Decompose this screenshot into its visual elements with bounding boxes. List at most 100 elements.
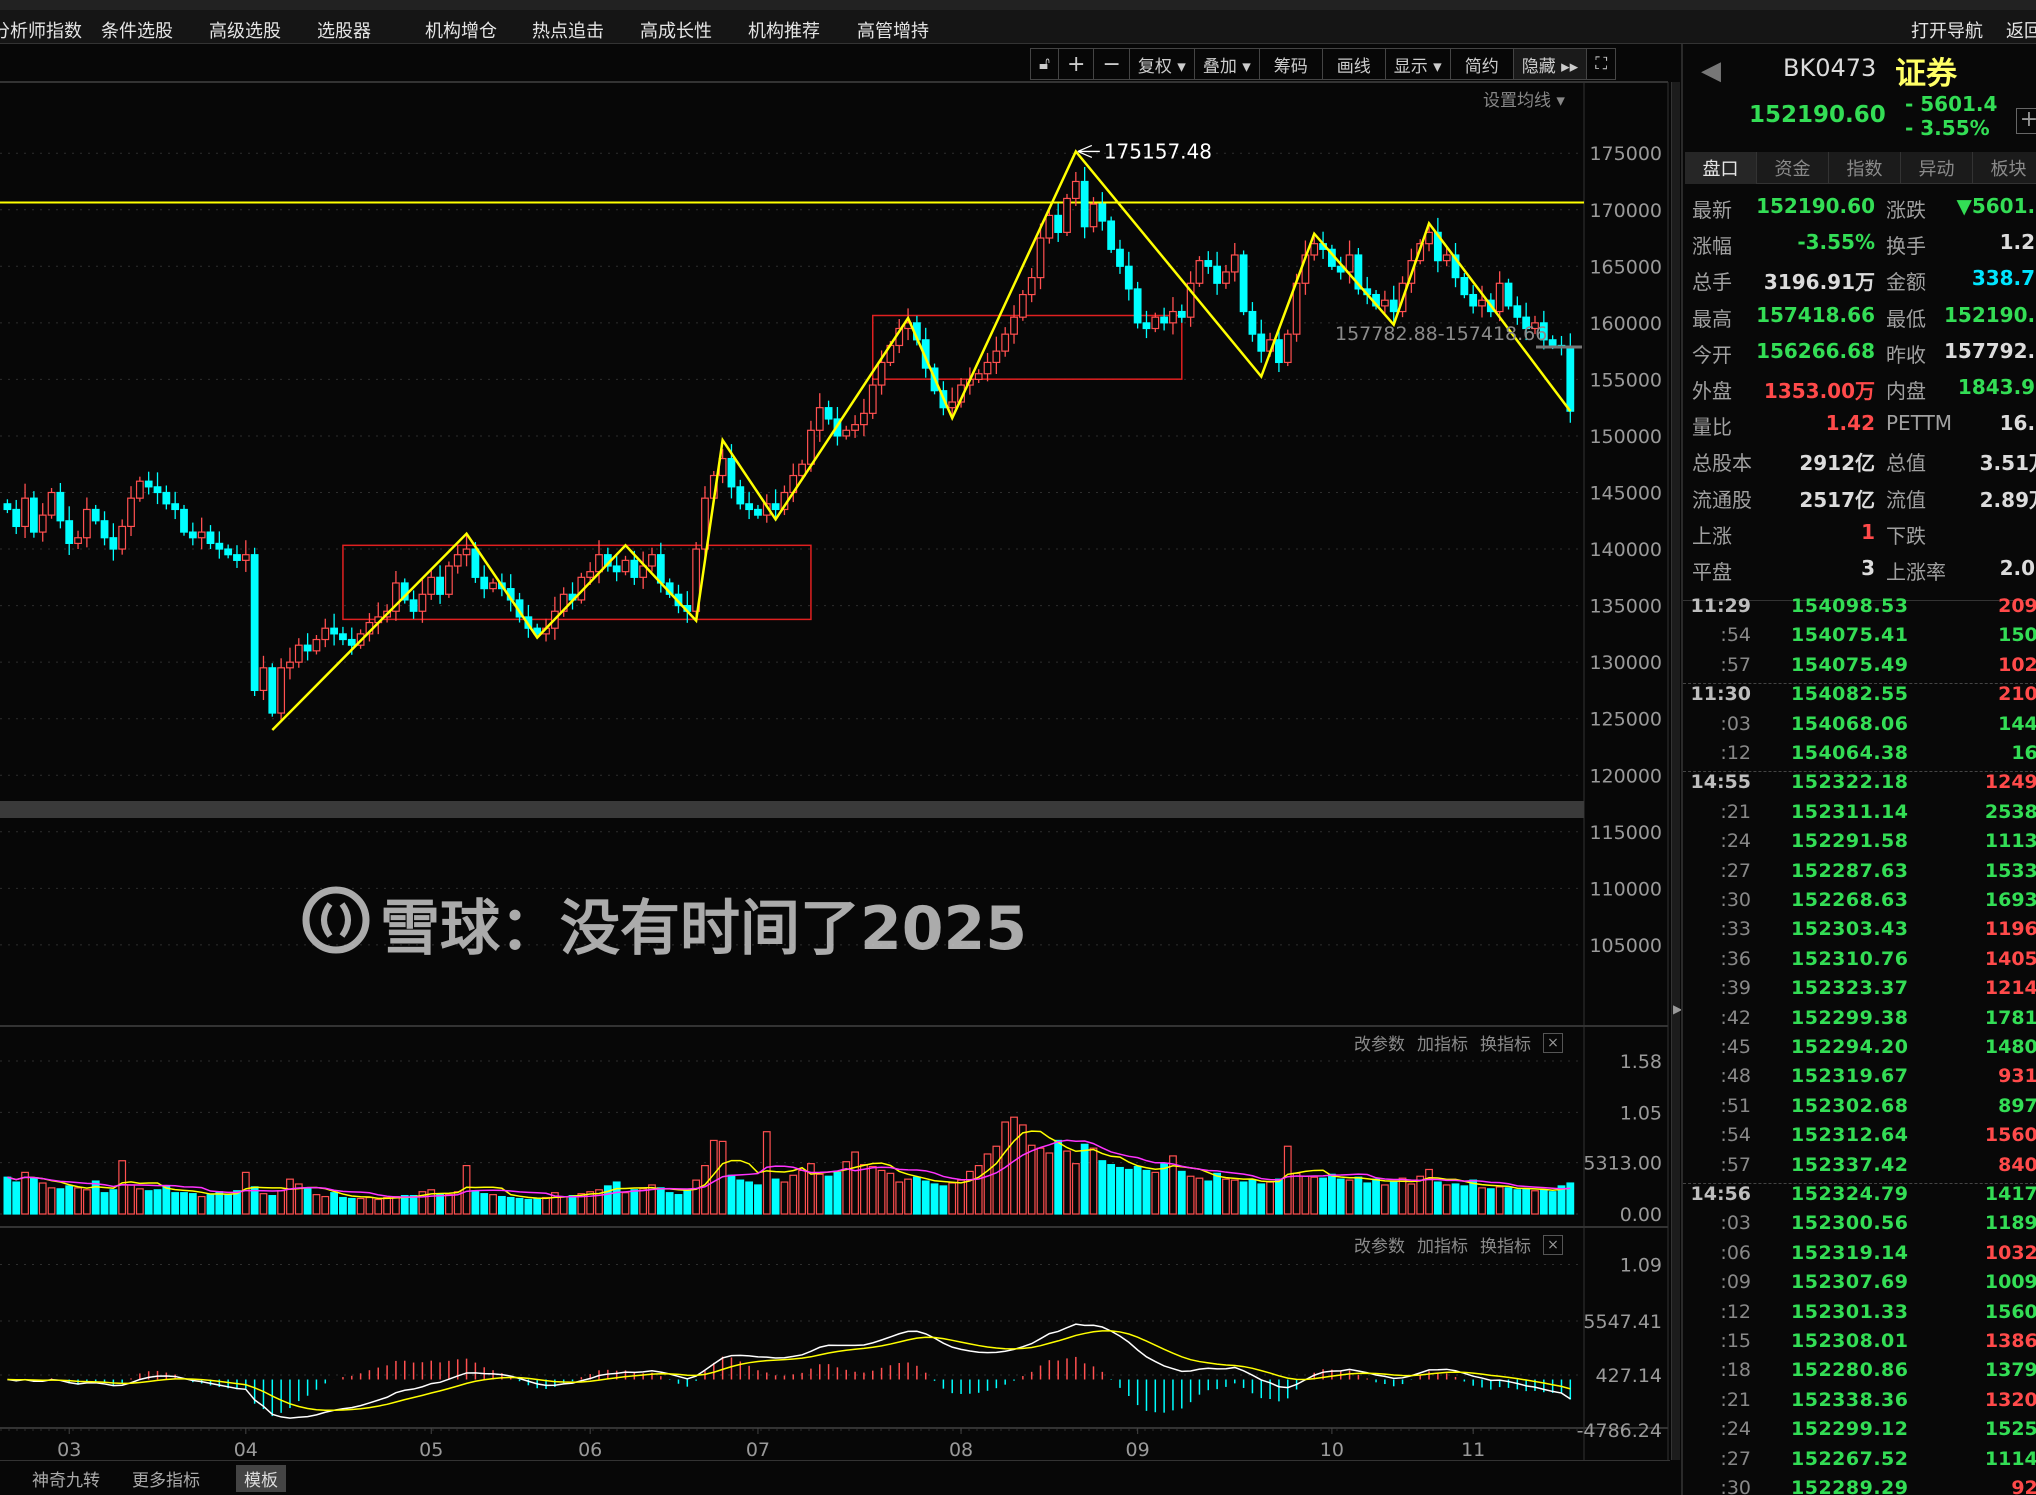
display-button[interactable]: 显示 ▾ — [1386, 49, 1451, 79]
volume-bar — [1522, 1188, 1531, 1215]
candle — [1460, 277, 1469, 296]
stat-label: 最高 — [1692, 306, 1732, 331]
tab-sector[interactable]: 板块 — [1973, 152, 2036, 184]
volume-bar — [630, 1189, 639, 1215]
candle — [842, 429, 851, 437]
volume-bar — [471, 1190, 480, 1215]
candle — [409, 599, 418, 612]
close-indicator-button[interactable]: × — [1543, 1234, 1563, 1255]
stat-value: 156266.68 — [1756, 338, 1875, 363]
tab-more-indicators[interactable]: 更多指标 — [132, 1471, 200, 1491]
switch-indicator-button[interactable]: 换指标 — [1480, 1035, 1531, 1055]
add-indicator-button[interactable]: 加指标 — [1417, 1035, 1468, 1055]
switch-indicator-button[interactable]: 换指标 — [1480, 1237, 1531, 1257]
chips-button[interactable]: 筹码 — [1260, 49, 1323, 79]
tab-capital[interactable]: 资金 — [1757, 152, 1829, 184]
menu-condition-screen[interactable]: 条件选股 — [101, 21, 173, 42]
volume-bar — [1407, 1183, 1416, 1215]
volume-bar — [1398, 1177, 1407, 1215]
volume-bar — [1416, 1175, 1425, 1215]
x-tick-label: 08 — [949, 1439, 973, 1461]
back-link[interactable]: 返回 — [2006, 21, 2036, 42]
draw-line-button[interactable]: 画线 — [1323, 49, 1386, 79]
edit-params-button[interactable]: 改参数 — [1354, 1237, 1405, 1257]
tab-template[interactable]: 模板 — [236, 1465, 286, 1492]
volume-bar — [789, 1174, 798, 1215]
close-indicator-button[interactable]: × — [1543, 1032, 1563, 1053]
volume-bar — [206, 1194, 215, 1215]
chart-toolbar: 🔓︎ + − 复权 ▾ 叠加 ▾ 筹码 画线 显示 ▾ 简约 隐藏 ▸▸ ⛶ — [1030, 48, 1617, 80]
tick-time: :24 — [1720, 1418, 1751, 1441]
adjust-rights-button[interactable]: 复权 ▾ — [1130, 49, 1195, 79]
menu-advanced-screen[interactable]: 高级选股 — [209, 21, 281, 42]
panel-splitter[interactable]: ▶ — [1671, 82, 1682, 1460]
candle — [241, 554, 250, 561]
overlay-button[interactable]: 叠加 ▾ — [1195, 49, 1260, 79]
stat-label: 涨跌 — [1886, 198, 1926, 222]
tick-price: 152338.36 — [1791, 1388, 1909, 1411]
add-indicator-button[interactable]: 加指标 — [1417, 1237, 1468, 1257]
candle — [171, 503, 180, 511]
tick-price: 152268.63 — [1791, 889, 1909, 911]
zoom-in-button[interactable]: + — [1059, 49, 1095, 79]
menu-analyst-index[interactable]: 分析师指数 — [0, 21, 82, 42]
menu-hotspot[interactable]: 热点追击 — [532, 21, 604, 42]
tick-price: 152302.68 — [1791, 1094, 1909, 1117]
tick-row: :33 152303.43 11965 — [1683, 918, 2036, 947]
lock-button[interactable]: 🔓︎ — [1031, 49, 1060, 79]
tab-order-book[interactable]: 盘口 — [1685, 152, 1757, 184]
tick-row: :12 152301.33 15608 — [1683, 1301, 2036, 1330]
hide-button[interactable]: 隐藏 ▸▸ — [1513, 49, 1588, 79]
candle — [453, 554, 462, 567]
stat-value: 1353.00万 — [1763, 379, 1875, 403]
tick-price: 152324.79 — [1791, 1183, 1909, 1205]
menu-institution-increase[interactable]: 机构增仓 — [425, 21, 497, 42]
menu-executive-increase[interactable]: 高管增持 — [857, 21, 929, 42]
stat-label: 外盘 — [1692, 379, 1732, 403]
top-menu-bar: 分析师指数 条件选股 高级选股 选股器 机构增仓 热点追击 高成长性 机构推荐 … — [0, 10, 2036, 44]
candle — [1425, 231, 1433, 245]
volume-bar — [418, 1191, 427, 1215]
tab-anomaly[interactable]: 异动 — [1901, 152, 1973, 184]
x-tick-label: 03 — [57, 1439, 81, 1461]
tick-volume: 8970 — [1998, 1094, 2036, 1117]
candle — [162, 491, 171, 505]
candle — [118, 525, 127, 550]
volume-bar — [1107, 1164, 1116, 1215]
add-watchlist-button[interactable]: + — [2016, 108, 2036, 134]
volume-bar — [965, 1170, 974, 1215]
ma-settings-dropdown[interactable]: 设置均线 ▾ — [1483, 91, 1565, 111]
fullscreen-button[interactable]: ⛶ — [1587, 49, 1615, 79]
volume-bar — [1045, 1152, 1054, 1215]
candle — [983, 361, 992, 375]
candle — [259, 667, 268, 692]
volume-bar — [1054, 1139, 1063, 1215]
menu-screener[interactable]: 选股器 — [317, 21, 371, 42]
tab-index[interactable]: 指数 — [1829, 152, 1901, 184]
tick-row: :57 152337.42 8405 — [1683, 1154, 2036, 1183]
edit-params-button[interactable]: 改参数 — [1354, 1035, 1405, 1055]
prev-stock-icon[interactable]: ◀ — [1701, 56, 1721, 86]
tick-row: 14:55 152322.18 12498 — [1683, 771, 2036, 800]
menu-high-growth[interactable]: 高成长性 — [640, 21, 712, 42]
volume-bar — [12, 1181, 21, 1215]
volume-bar — [930, 1183, 939, 1215]
volume-bar — [1495, 1186, 1504, 1215]
open-navigation-link[interactable]: 打开导航 — [1911, 21, 1983, 42]
price-tick-label: 145000 — [1589, 483, 1662, 505]
kline-chart[interactable]: 175000 170000 165000 160000 155000 150000 1450… — [0, 0, 1680, 1495]
menu-institution-recommend[interactable]: 机构推荐 — [748, 21, 820, 42]
volume-bar — [1319, 1177, 1327, 1215]
volume-bar — [1151, 1171, 1160, 1215]
volume-bar — [312, 1194, 321, 1215]
zoom-out-button[interactable]: − — [1094, 49, 1130, 79]
simple-mode-button[interactable]: 简约 — [1451, 49, 1514, 79]
stat-value: 3.51万 — [1979, 451, 2036, 476]
stat-label: 最低 — [1886, 306, 1926, 331]
candle — [1195, 260, 1204, 284]
tab-nine-turns[interactable]: 神奇九转 — [32, 1471, 100, 1491]
volume-bar — [286, 1178, 294, 1215]
stat-label: PETTM — [1886, 411, 1953, 436]
macd-tick-label: 1.09 — [1620, 1255, 1662, 1277]
stat-label: 总手 — [1692, 270, 1732, 295]
